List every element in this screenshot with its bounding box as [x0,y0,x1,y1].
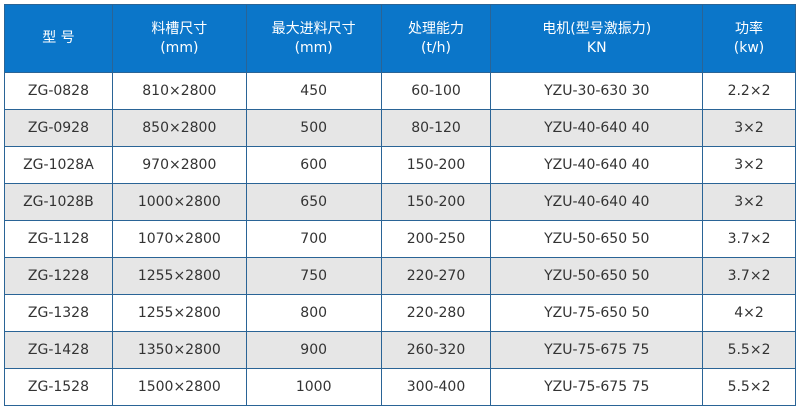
table-cell: YZU-75-675 75 [490,368,704,406]
header-unit: (kw) [733,39,765,56]
table-cell: 1000 [245,368,382,406]
column-header: 电机(型号激振力) KN [490,4,704,73]
header-label: 功率 [735,20,764,37]
table-cell: 800 [245,294,382,332]
table-cell: YZU-50-650 50 [490,220,704,258]
table-cell: 1255×2800 [111,294,247,332]
table-cell: 450 [245,72,382,110]
header-unit: (t/h) [420,39,451,56]
table-cell: 220-280 [380,294,492,332]
table-cell: 750 [245,257,382,295]
table-cell: YZU-40-640 40 [490,109,704,147]
header-label: 料槽尺寸 [151,20,208,37]
table-cell: 200-250 [380,220,492,258]
table-cell: ZG-1228 [4,257,113,295]
table-cell: 3×2 [702,183,796,221]
header-label: 最大进料尺寸 [271,20,356,37]
table-row: ZG-1028B 1000×2800 650 150-200 YZU-40-640 40… [4,183,796,221]
table-row: ZG-1428 1350×2800 900 260-320 YZU-75-675 75 5… [4,331,796,369]
table-cell: ZG-1028A [4,146,113,184]
table-cell: 260-320 [380,331,492,369]
table-row: ZG-1328 1255×2800 800 220-280 YZU-75-650 50 4… [4,294,796,332]
table-cell: 1070×2800 [111,220,247,258]
column-header: 料槽尺寸 (mm) [111,4,247,73]
table-cell: 60-100 [380,72,492,110]
table-cell: 810×2800 [111,72,247,110]
header-unit: (mm) [294,39,333,56]
table-cell: 700 [245,220,382,258]
spec-table: 型 号 料槽尺寸 (mm) 最大进料尺寸 (mm) 处理能力 (t/h) 电机(型号激振力) K… [4,4,796,406]
table-cell: 220-270 [380,257,492,295]
column-header: 处理能力 (t/h) [380,4,492,73]
table-cell: 600 [245,146,382,184]
table-cell: 2.2×2 [702,72,796,110]
table-cell: 850×2800 [111,109,247,147]
header-label: 处理能力 [408,20,464,37]
header-label: 型 号 [42,30,75,46]
table-cell: 5.5×2 [702,331,796,369]
table-row: ZG-1128 1070×2800 700 200-250 YZU-50-650 50 3… [4,220,796,258]
table-cell: 150-200 [380,146,492,184]
table-cell: 1000×2800 [111,183,247,221]
table-cell: YZU-75-650 50 [490,294,704,332]
table-cell: YZU-75-675 75 [490,331,704,369]
header-unit: KN [586,39,607,56]
table-row: ZG-1528 1500×2800 1000 300-400 YZU-75-675 75… [4,368,796,406]
table-cell: 3×2 [702,146,796,184]
column-header: 型 号 [4,4,113,73]
column-header: 功率 (kw) [702,4,796,73]
table-row: ZG-0828 810×2800 450 60-100 YZU-30-630 30 2.2… [4,72,796,110]
table-cell: 650 [245,183,382,221]
table-cell: ZG-1128 [4,220,113,258]
header-label: 电机(型号激振力) [542,20,652,37]
header-row: 型 号 料槽尺寸 (mm) 最大进料尺寸 (mm) 处理能力 (t/h) 电机(型号激振力) K… [4,4,796,73]
header-unit: (mm) [160,39,199,56]
table-cell: 1255×2800 [111,257,247,295]
table-cell: ZG-0928 [4,109,113,147]
table-cell: 900 [245,331,382,369]
table-cell: YZU-40-640 40 [490,146,704,184]
table-cell: YZU-50-650 50 [490,257,704,295]
table-cell: 970×2800 [111,146,247,184]
table-cell: YZU-40-640 40 [490,183,704,221]
table-cell: 150-200 [380,183,492,221]
table-cell: 3.7×2 [702,257,796,295]
column-header: 最大进料尺寸 (mm) [245,4,382,73]
table-cell: YZU-30-630 30 [490,72,704,110]
table-cell: ZG-1328 [4,294,113,332]
table-cell: 5.5×2 [702,368,796,406]
table-cell: 1500×2800 [111,368,247,406]
table-cell: 80-120 [380,109,492,147]
table-cell: ZG-1528 [4,368,113,406]
table-row: ZG-0928 850×2800 500 80-120 YZU-40-640 40 3×2 [4,109,796,147]
table-cell: 1350×2800 [111,331,247,369]
table-cell: 500 [245,109,382,147]
table-cell: 3×2 [702,109,796,147]
table-cell: 4×2 [702,294,796,332]
table-row: ZG-1028A 970×2800 600 150-200 YZU-40-640 40 3… [4,146,796,184]
table-cell: ZG-1028B [4,183,113,221]
table-cell: 300-400 [380,368,492,406]
table-row: ZG-1228 1255×2800 750 220-270 YZU-50-650 50 3… [4,257,796,295]
table-cell: ZG-1428 [4,331,113,369]
table-cell: 3.7×2 [702,220,796,258]
table-cell: ZG-0828 [4,72,113,110]
